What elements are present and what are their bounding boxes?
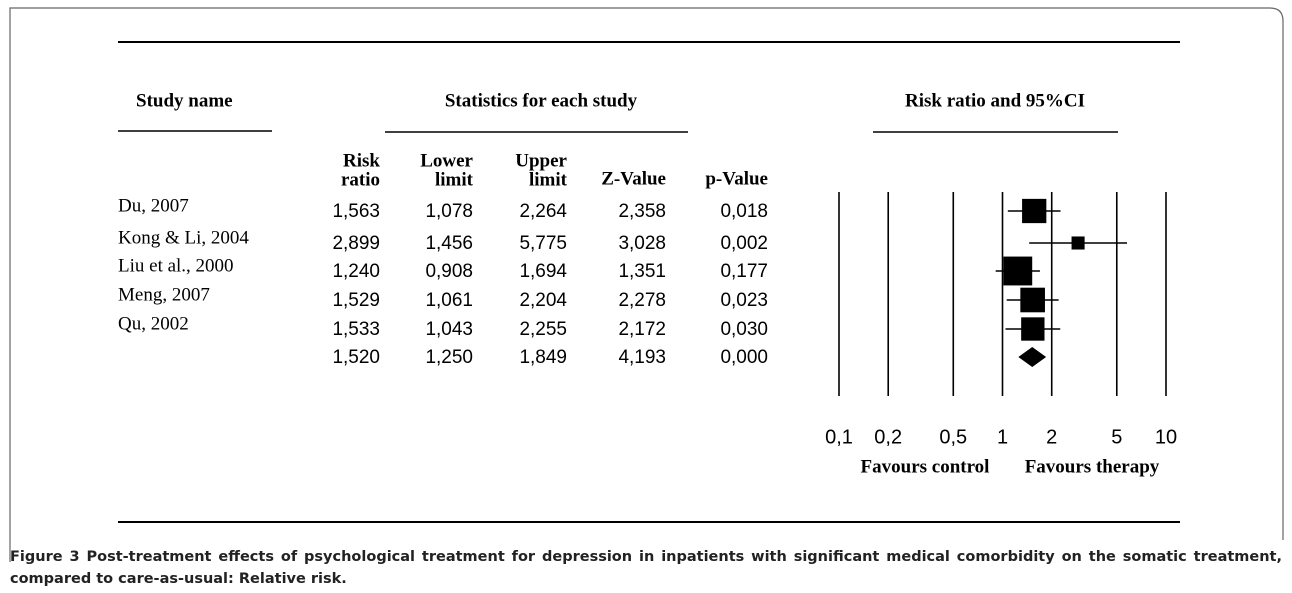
effect-box	[1020, 287, 1045, 313]
x-label: Favours control	[861, 456, 990, 477]
table-value: 1,250	[425, 347, 473, 368]
column-header: Z-Value	[601, 168, 666, 189]
caption: Figure 3 Post-treatment effects of psych…	[10, 546, 1282, 590]
column-header: Upper	[515, 150, 567, 171]
study-name: Meng, 2007	[118, 284, 210, 305]
table-value: 0,002	[720, 233, 768, 254]
x-tick-label: 2	[1046, 426, 1057, 448]
effect-box	[1022, 198, 1047, 224]
column-header: ratio	[341, 169, 380, 190]
table-value: 2,204	[519, 290, 567, 311]
table-value: 2,899	[332, 233, 380, 254]
x-tick-label: 0,2	[874, 426, 902, 448]
figure-frame	[9, 7, 1284, 562]
table-value: 2,264	[519, 201, 567, 222]
study-header: Study name	[136, 90, 233, 111]
study-name: Kong & Li, 2004	[118, 227, 249, 248]
x-tick-label: 5	[1111, 426, 1122, 448]
table-value: 1,533	[332, 319, 380, 340]
effect-box	[1003, 256, 1033, 286]
table-value: 2,172	[618, 319, 666, 340]
column-header: limit	[529, 169, 568, 190]
study-name: Liu et al., 2000	[118, 255, 234, 276]
table-value: 1,061	[425, 290, 473, 311]
caption-text: Post-treatment effects of psychological …	[10, 549, 1282, 587]
column-header: limit	[435, 169, 474, 190]
stats-header: Statistics for each study	[445, 90, 638, 111]
table-value: 1,849	[519, 347, 567, 368]
table-value: 1,529	[332, 290, 380, 311]
table-value: 0,023	[720, 290, 768, 311]
effect-box	[1071, 236, 1085, 250]
table-value: 0,000	[720, 347, 768, 368]
table-value: 2,255	[519, 319, 567, 340]
table-value: 0,177	[720, 261, 768, 282]
study-name: Qu, 2002	[118, 313, 189, 334]
table-value: 1,694	[519, 261, 567, 282]
table-value: 5,775	[519, 233, 567, 254]
column-header: Risk	[343, 150, 380, 171]
x-label: Favours therapy	[1025, 456, 1160, 477]
table-value: 1,456	[425, 233, 473, 254]
x-tick-label: 10	[1155, 426, 1177, 448]
table-value: 1,043	[425, 319, 473, 340]
table-value: 2,358	[618, 201, 666, 222]
table-value: 1,240	[332, 261, 380, 282]
table-value: 0,018	[720, 201, 768, 222]
summary-diamond	[1018, 347, 1047, 367]
caption-label: Figure 3	[10, 549, 80, 565]
table-value: 2,278	[618, 290, 666, 311]
table-value: 1,563	[332, 201, 380, 222]
table-value: 0,908	[425, 261, 473, 282]
study-name: Du, 2007	[118, 195, 189, 216]
table-value: 1,520	[332, 347, 380, 368]
table-value: 1,351	[618, 261, 666, 282]
table-value: 1,078	[425, 201, 473, 222]
column-header: Lower	[420, 150, 473, 171]
x-tick-label: 1	[997, 426, 1008, 448]
effect-box	[1021, 317, 1045, 341]
table-value: 3,028	[618, 233, 666, 254]
table-value: 4,193	[618, 347, 666, 368]
column-header: p-Value	[705, 168, 768, 189]
x-tick-label: 0,1	[825, 426, 853, 448]
x-tick-label: 0,5	[939, 426, 967, 448]
table-value: 0,030	[720, 319, 768, 340]
plot-title: Risk ratio and 95%CI	[905, 90, 1085, 111]
